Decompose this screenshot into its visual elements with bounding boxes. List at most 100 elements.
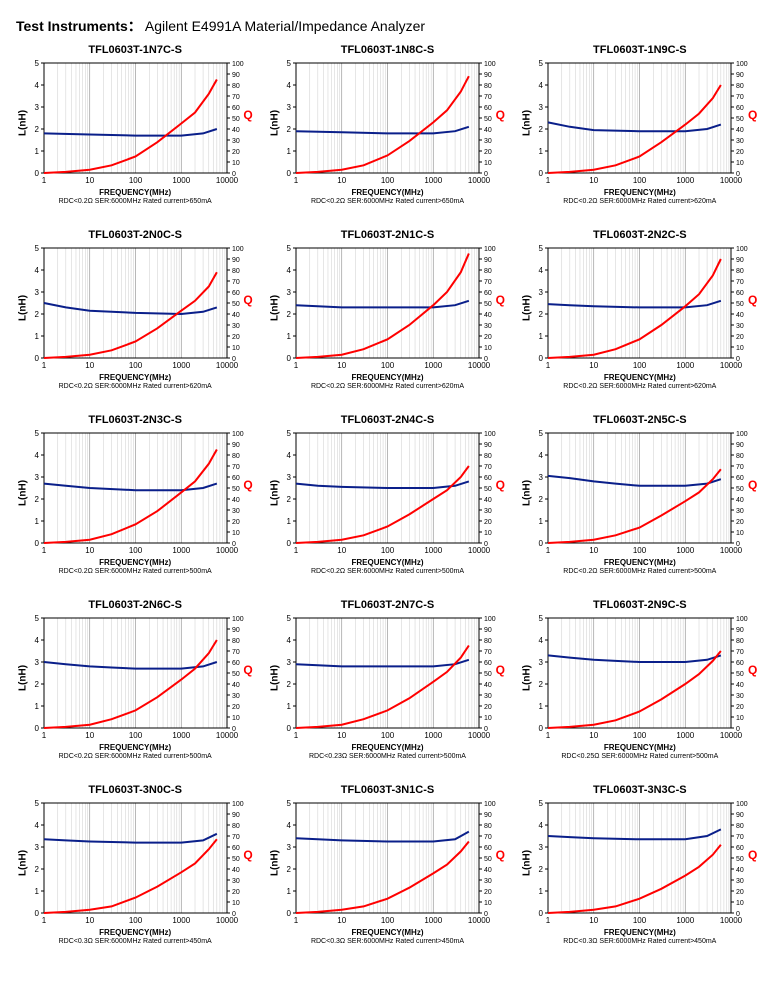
y-axis-left-label: L(nH) — [270, 295, 281, 321]
svg-text:10: 10 — [337, 546, 346, 555]
svg-text:60: 60 — [484, 105, 492, 112]
svg-text:4: 4 — [287, 81, 292, 90]
chart-footnote: RDC<0.2Ω SER:6000MHz Rated current>620mA — [311, 383, 464, 390]
svg-text:80: 80 — [484, 268, 492, 275]
svg-text:80: 80 — [232, 83, 240, 90]
y-axis-left-label: L(nH) — [17, 110, 28, 136]
svg-text:0: 0 — [34, 539, 39, 548]
chart-footnote: RDC<0.2Ω SER:6000MHz Rated current>650mA — [59, 198, 212, 205]
svg-text:3: 3 — [539, 473, 544, 482]
svg-text:10: 10 — [232, 345, 240, 352]
svg-text:50: 50 — [484, 671, 492, 678]
x-axis-label: FREQUENCY(MHz) — [99, 558, 171, 567]
chart-plotwrap: L(nH)Q1101001000100000123450102030405060… — [272, 244, 503, 372]
svg-text:70: 70 — [736, 279, 744, 286]
svg-text:4: 4 — [34, 81, 39, 90]
chart-plotwrap: L(nH)Q1101001000100000123450102030405060… — [20, 799, 251, 927]
svg-text:1: 1 — [546, 361, 551, 370]
svg-text:100: 100 — [381, 916, 395, 925]
svg-text:5: 5 — [34, 614, 39, 623]
svg-text:70: 70 — [232, 649, 240, 656]
svg-text:0: 0 — [539, 354, 544, 363]
svg-text:1: 1 — [287, 517, 292, 526]
svg-text:30: 30 — [484, 693, 492, 700]
chart-title: TFL0603T-3N0C-S — [88, 784, 182, 796]
svg-text:60: 60 — [484, 845, 492, 852]
x-axis-label: FREQUENCY(MHz) — [351, 928, 423, 937]
x-axis-label: FREQUENCY(MHz) — [99, 188, 171, 197]
svg-text:30: 30 — [232, 508, 240, 515]
svg-text:10: 10 — [337, 731, 346, 740]
svg-text:1: 1 — [287, 887, 292, 896]
svg-text:30: 30 — [232, 138, 240, 145]
svg-text:50: 50 — [232, 301, 240, 308]
svg-text:1: 1 — [539, 147, 544, 156]
svg-text:70: 70 — [484, 649, 492, 656]
svg-text:20: 20 — [232, 149, 240, 156]
svg-text:100: 100 — [232, 801, 244, 808]
chart-svg: 1101001000100000123450102030405060708090… — [272, 429, 503, 557]
svg-text:3: 3 — [287, 843, 292, 852]
chart-plotwrap: L(nH)Q1101001000100000123450102030405060… — [20, 244, 251, 372]
svg-text:1: 1 — [41, 916, 46, 925]
x-axis-label: FREQUENCY(MHz) — [351, 743, 423, 752]
svg-text:1: 1 — [287, 332, 292, 341]
chart-svg: 1101001000100000123450102030405060708090… — [524, 429, 755, 557]
svg-text:2: 2 — [287, 495, 292, 504]
svg-text:40: 40 — [736, 867, 744, 874]
svg-text:10: 10 — [337, 176, 346, 185]
svg-text:10: 10 — [85, 731, 94, 740]
svg-text:90: 90 — [232, 442, 240, 449]
svg-text:1: 1 — [34, 517, 39, 526]
svg-text:10: 10 — [484, 160, 492, 167]
chart-panel: TFL0603T-2N5C-SL(nH)Q1101001000100000123… — [521, 414, 759, 575]
svg-text:10: 10 — [484, 715, 492, 722]
y-axis-left-label: L(nH) — [17, 295, 28, 321]
svg-text:20: 20 — [232, 519, 240, 526]
svg-text:20: 20 — [484, 519, 492, 526]
svg-text:90: 90 — [736, 627, 744, 634]
svg-text:100: 100 — [484, 61, 496, 68]
chart-title: TFL0603T-2N4C-S — [341, 414, 435, 426]
chart-plotwrap: L(nH)Q1101001000100000123450102030405060… — [272, 614, 503, 742]
svg-text:1: 1 — [539, 332, 544, 341]
svg-text:10: 10 — [736, 160, 744, 167]
svg-text:50: 50 — [736, 856, 744, 863]
chart-plotwrap: L(nH)Q1101001000100000123450102030405060… — [524, 614, 755, 742]
svg-text:0: 0 — [34, 169, 39, 178]
chart-svg: 1101001000100000123450102030405060708090… — [20, 59, 251, 187]
svg-text:5: 5 — [287, 429, 292, 438]
svg-text:5: 5 — [34, 59, 39, 68]
svg-text:30: 30 — [484, 878, 492, 885]
q-marker-icon: Q — [748, 108, 757, 122]
q-marker-icon: Q — [748, 848, 757, 862]
y-axis-left-label: L(nH) — [522, 480, 533, 506]
svg-text:40: 40 — [736, 682, 744, 689]
chart-panel: TFL0603T-2N3C-SL(nH)Q1101001000100000123… — [16, 414, 254, 575]
svg-text:1000: 1000 — [677, 361, 695, 370]
svg-text:0: 0 — [539, 724, 544, 733]
svg-text:50: 50 — [484, 856, 492, 863]
svg-text:70: 70 — [736, 834, 744, 841]
chart-footnote: RDC<0.2Ω SER:6000MHz Rated current>620mA — [563, 198, 716, 205]
svg-text:40: 40 — [484, 867, 492, 874]
svg-text:3: 3 — [539, 658, 544, 667]
svg-text:100: 100 — [484, 431, 496, 438]
svg-text:100: 100 — [381, 176, 395, 185]
chart-panel: TFL0603T-2N2C-SL(nH)Q1101001000100000123… — [521, 229, 759, 390]
svg-text:5: 5 — [287, 799, 292, 808]
svg-text:10: 10 — [736, 900, 744, 907]
chart-footnote: RDC<0.25Ω SER:6000MHz Rated current>500m… — [561, 753, 718, 760]
svg-text:30: 30 — [736, 878, 744, 885]
svg-text:10: 10 — [484, 345, 492, 352]
svg-text:1: 1 — [294, 916, 299, 925]
svg-text:100: 100 — [633, 916, 647, 925]
svg-text:80: 80 — [736, 83, 744, 90]
svg-text:20: 20 — [232, 704, 240, 711]
svg-text:1: 1 — [294, 361, 299, 370]
svg-text:30: 30 — [484, 138, 492, 145]
chart-plotwrap: L(nH)Q1101001000100000123450102030405060… — [524, 59, 755, 187]
svg-text:40: 40 — [736, 497, 744, 504]
svg-text:1000: 1000 — [677, 546, 695, 555]
svg-text:90: 90 — [736, 812, 744, 819]
